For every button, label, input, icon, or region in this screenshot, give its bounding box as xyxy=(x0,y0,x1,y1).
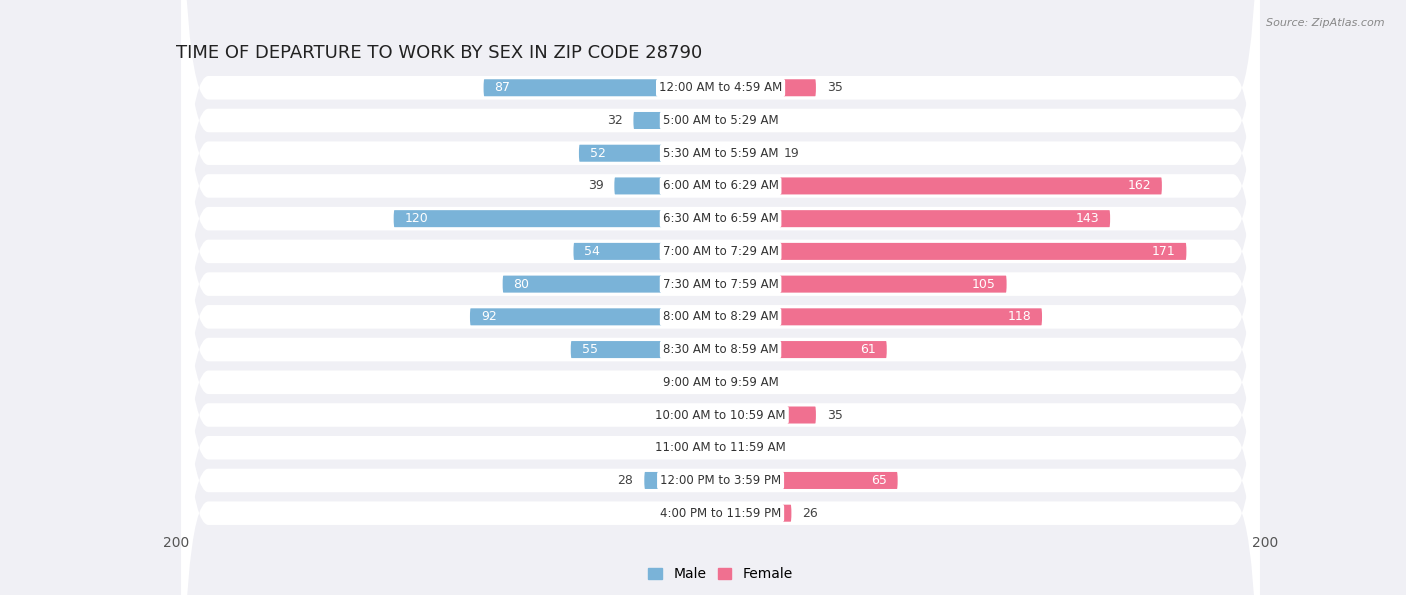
Text: 0: 0 xyxy=(681,441,688,454)
Text: 39: 39 xyxy=(588,180,603,192)
FancyBboxPatch shape xyxy=(721,79,815,96)
Text: 9:00 AM to 9:59 AM: 9:00 AM to 9:59 AM xyxy=(662,376,779,389)
Text: 19: 19 xyxy=(783,147,799,159)
FancyBboxPatch shape xyxy=(181,1,1260,595)
Text: 11:00 AM to 11:59 AM: 11:00 AM to 11:59 AM xyxy=(655,441,786,454)
Text: 0: 0 xyxy=(681,409,688,421)
Text: 5:00 AM to 5:29 AM: 5:00 AM to 5:29 AM xyxy=(662,114,779,127)
FancyBboxPatch shape xyxy=(484,79,721,96)
FancyBboxPatch shape xyxy=(721,145,772,162)
FancyBboxPatch shape xyxy=(181,198,1260,595)
Text: 10:00 AM to 10:59 AM: 10:00 AM to 10:59 AM xyxy=(655,409,786,421)
Text: 118: 118 xyxy=(1007,311,1031,323)
Text: 6:30 AM to 6:59 AM: 6:30 AM to 6:59 AM xyxy=(662,212,779,225)
FancyBboxPatch shape xyxy=(181,0,1260,469)
Text: 65: 65 xyxy=(870,474,887,487)
FancyBboxPatch shape xyxy=(633,112,721,129)
Text: 26: 26 xyxy=(803,507,818,519)
Text: 12:00 PM to 3:59 PM: 12:00 PM to 3:59 PM xyxy=(659,474,782,487)
Text: 0: 0 xyxy=(754,441,761,454)
Text: 171: 171 xyxy=(1152,245,1175,258)
Text: 162: 162 xyxy=(1128,180,1152,192)
Text: 8:30 AM to 8:59 AM: 8:30 AM to 8:59 AM xyxy=(662,343,779,356)
Text: Source: ZipAtlas.com: Source: ZipAtlas.com xyxy=(1267,18,1385,28)
FancyBboxPatch shape xyxy=(394,210,721,227)
FancyBboxPatch shape xyxy=(470,308,721,325)
Text: 7:30 AM to 7:59 AM: 7:30 AM to 7:59 AM xyxy=(662,278,779,290)
Text: 28: 28 xyxy=(617,474,633,487)
FancyBboxPatch shape xyxy=(181,165,1260,595)
FancyBboxPatch shape xyxy=(696,505,721,522)
FancyBboxPatch shape xyxy=(181,0,1260,567)
Text: 0: 0 xyxy=(681,376,688,389)
Text: 0: 0 xyxy=(754,114,761,127)
FancyBboxPatch shape xyxy=(721,308,1042,325)
FancyBboxPatch shape xyxy=(721,406,815,424)
Text: 32: 32 xyxy=(607,114,623,127)
FancyBboxPatch shape xyxy=(181,34,1260,595)
Text: 52: 52 xyxy=(591,147,606,159)
Text: 120: 120 xyxy=(405,212,429,225)
FancyBboxPatch shape xyxy=(721,439,742,456)
FancyBboxPatch shape xyxy=(181,99,1260,595)
Text: 35: 35 xyxy=(827,82,842,94)
FancyBboxPatch shape xyxy=(721,210,1111,227)
Text: 87: 87 xyxy=(495,82,510,94)
FancyBboxPatch shape xyxy=(721,341,887,358)
FancyBboxPatch shape xyxy=(181,0,1260,436)
Text: TIME OF DEPARTURE TO WORK BY SEX IN ZIP CODE 28790: TIME OF DEPARTURE TO WORK BY SEX IN ZIP … xyxy=(176,43,702,61)
FancyBboxPatch shape xyxy=(181,0,1260,595)
FancyBboxPatch shape xyxy=(699,406,721,424)
Text: 0: 0 xyxy=(754,376,761,389)
FancyBboxPatch shape xyxy=(181,0,1260,502)
FancyBboxPatch shape xyxy=(181,0,1260,403)
Text: 5:30 AM to 5:59 AM: 5:30 AM to 5:59 AM xyxy=(662,147,779,159)
FancyBboxPatch shape xyxy=(699,439,721,456)
Text: 105: 105 xyxy=(972,278,995,290)
FancyBboxPatch shape xyxy=(721,275,1007,293)
FancyBboxPatch shape xyxy=(181,0,1260,534)
FancyBboxPatch shape xyxy=(721,505,792,522)
FancyBboxPatch shape xyxy=(721,374,742,391)
Text: 9: 9 xyxy=(678,507,685,519)
Text: 143: 143 xyxy=(1076,212,1099,225)
Text: 80: 80 xyxy=(513,278,530,290)
Text: 6:00 AM to 6:29 AM: 6:00 AM to 6:29 AM xyxy=(662,180,779,192)
Text: 54: 54 xyxy=(585,245,600,258)
Text: 7:00 AM to 7:29 AM: 7:00 AM to 7:29 AM xyxy=(662,245,779,258)
FancyBboxPatch shape xyxy=(503,275,721,293)
FancyBboxPatch shape xyxy=(721,177,1161,195)
Text: 55: 55 xyxy=(582,343,598,356)
FancyBboxPatch shape xyxy=(644,472,721,489)
FancyBboxPatch shape xyxy=(614,177,721,195)
FancyBboxPatch shape xyxy=(571,341,721,358)
Text: 4:00 PM to 11:59 PM: 4:00 PM to 11:59 PM xyxy=(659,507,782,519)
FancyBboxPatch shape xyxy=(181,67,1260,595)
Text: 12:00 AM to 4:59 AM: 12:00 AM to 4:59 AM xyxy=(659,82,782,94)
Text: 8:00 AM to 8:29 AM: 8:00 AM to 8:29 AM xyxy=(662,311,779,323)
Legend: Male, Female: Male, Female xyxy=(643,562,799,587)
FancyBboxPatch shape xyxy=(181,132,1260,595)
FancyBboxPatch shape xyxy=(721,112,742,129)
Text: 35: 35 xyxy=(827,409,842,421)
Text: 92: 92 xyxy=(481,311,496,323)
FancyBboxPatch shape xyxy=(721,243,1187,260)
Text: 61: 61 xyxy=(860,343,876,356)
FancyBboxPatch shape xyxy=(579,145,721,162)
FancyBboxPatch shape xyxy=(721,472,897,489)
FancyBboxPatch shape xyxy=(699,374,721,391)
FancyBboxPatch shape xyxy=(574,243,721,260)
